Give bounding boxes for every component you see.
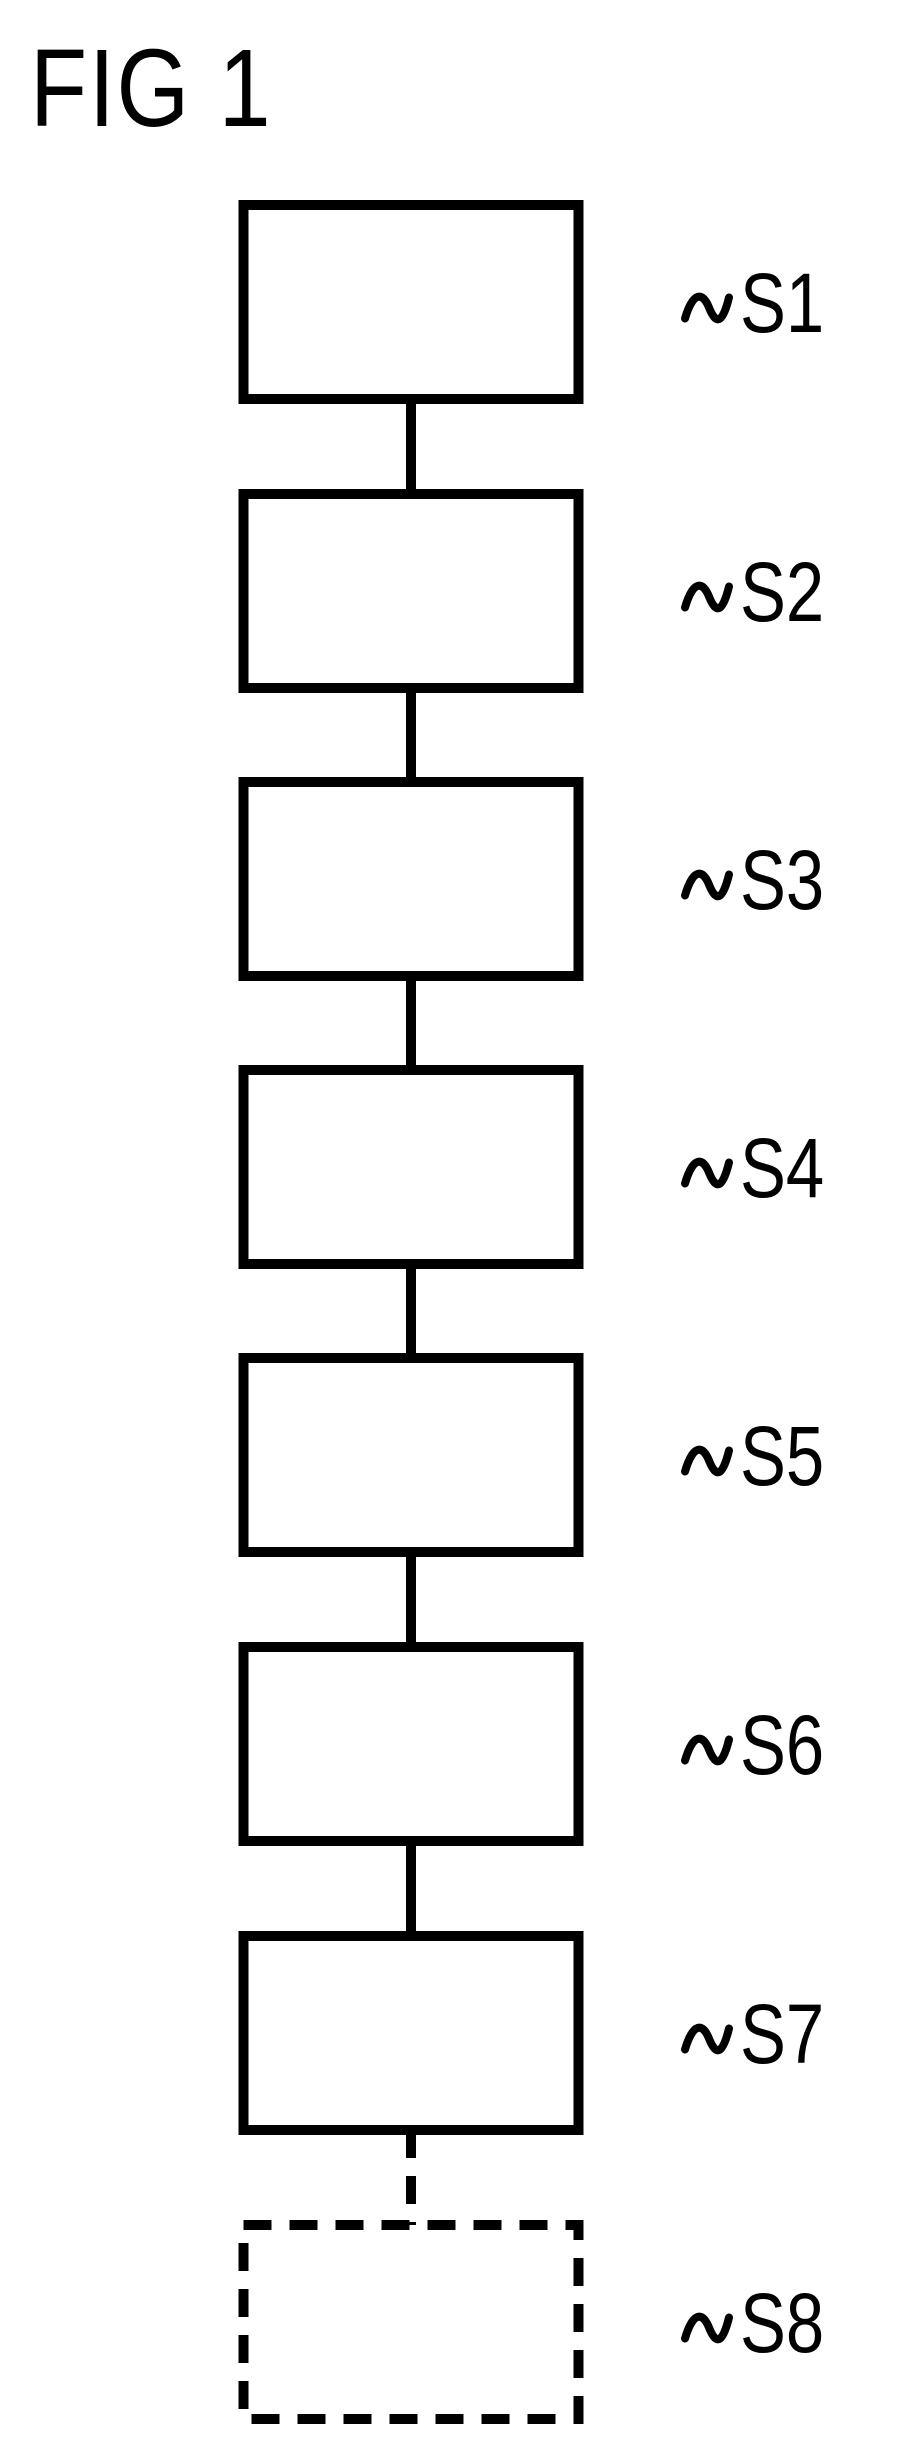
flow-box-s2	[244, 494, 579, 688]
callout-tilde	[685, 586, 729, 609]
callout-tilde	[685, 1450, 729, 1473]
flow-diagram: S1 S2 S3 S4 S5 S6 S7 S8	[0, 0, 909, 2447]
figure-title: FIG 1	[30, 25, 272, 152]
callout-tilde	[685, 2028, 729, 2051]
flow-box-s5	[244, 1358, 579, 1552]
callout-tilde	[685, 1162, 729, 1185]
callout-tilde	[685, 2317, 729, 2340]
flow-box-s1	[244, 205, 579, 399]
box-label-s5: S5	[740, 1410, 824, 1504]
figure-page: FIG 1 S1 S2 S3 S4 S5 S6 S7 S8	[0, 0, 909, 2447]
box-label-s2: S2	[740, 546, 824, 640]
flow-box-s3	[244, 782, 579, 976]
callout-tilde	[685, 874, 729, 897]
flow-box-s4	[244, 1070, 579, 1264]
flow-box-s7	[244, 1936, 579, 2130]
box-label-s3: S3	[740, 834, 824, 928]
box-label-s4: S4	[740, 1122, 824, 1216]
flow-box-s8	[244, 2225, 579, 2419]
box-label-s8: S8	[740, 2277, 824, 2371]
box-label-s7: S7	[740, 1988, 824, 2082]
callout-tilde	[685, 1739, 729, 1762]
flow-box-s6	[244, 1647, 579, 1841]
box-label-s1: S1	[740, 257, 824, 351]
callout-tilde	[685, 297, 729, 320]
box-label-s6: S6	[740, 1699, 824, 1793]
